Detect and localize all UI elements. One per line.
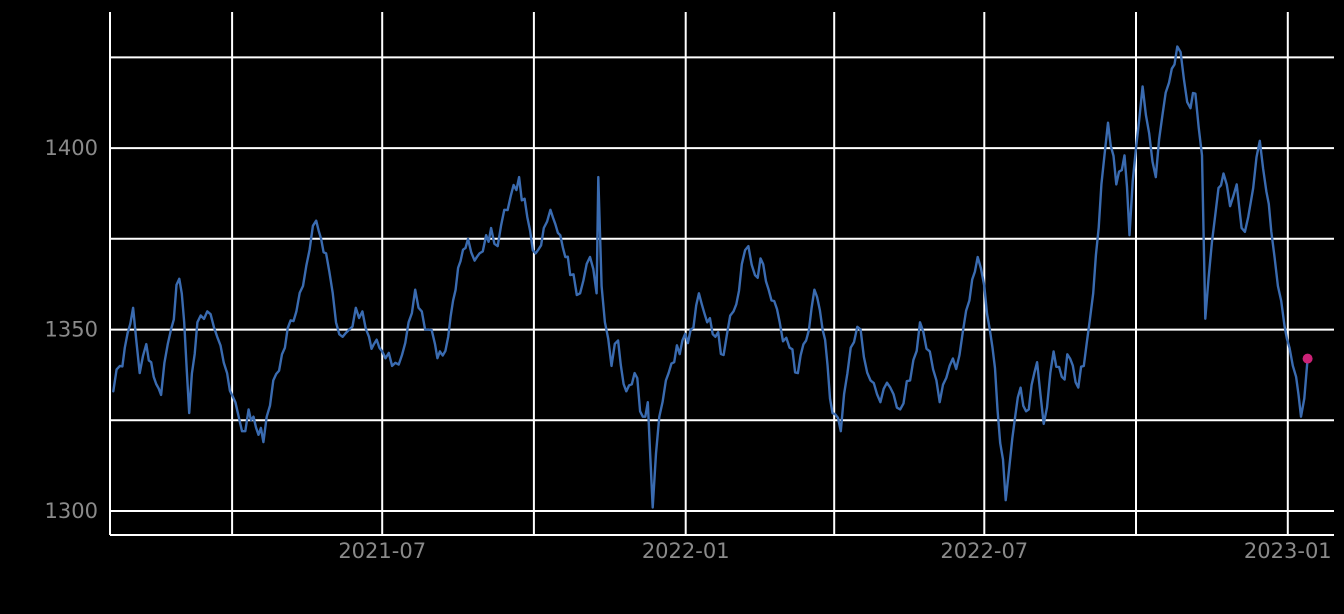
- y-tick-label: 1400: [45, 136, 98, 160]
- x-tick-label: 2022-07: [940, 539, 1028, 563]
- x-tick-label: 2022-01: [642, 539, 730, 563]
- y-tick-label: 1300: [45, 499, 98, 523]
- x-tick-label: 2023-01: [1244, 539, 1332, 563]
- price-line: [112, 45, 1309, 509]
- y-tick-label: 1350: [45, 318, 98, 342]
- endpoint-marker: [1302, 353, 1313, 364]
- x-tick-label: 2021-07: [338, 539, 426, 563]
